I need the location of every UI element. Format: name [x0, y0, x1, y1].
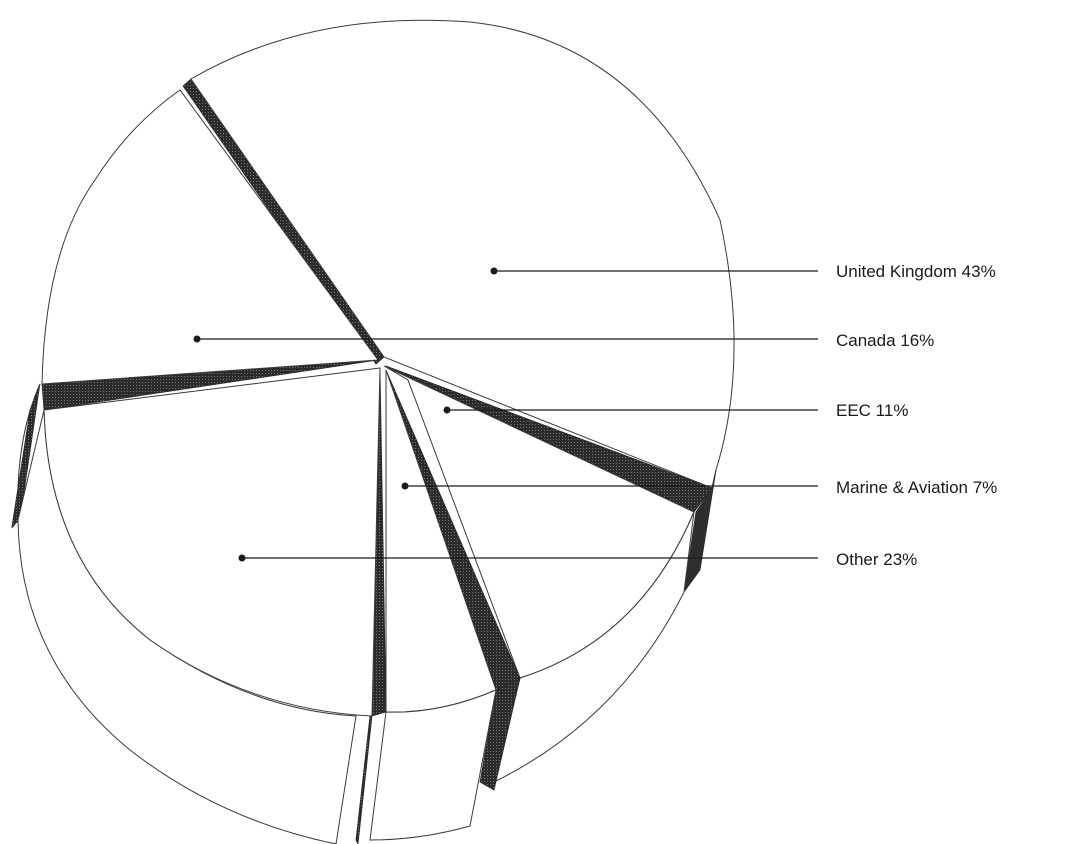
slice-other-wall — [17, 409, 357, 844]
slice-canada-side-strip — [11, 383, 41, 527]
slice-united-kingdom-face — [190, 19, 735, 489]
slice-marine-aviation-side-wall — [479, 677, 521, 791]
leader-dot-eec — [443, 406, 451, 414]
slice-marine-aviation-wall — [369, 689, 497, 841]
leader-dot-canada — [193, 335, 201, 343]
leader-dot-other — [238, 554, 246, 562]
leader-dot-marine-aviation — [401, 482, 409, 490]
slice-united-kingdom-wall — [683, 469, 717, 593]
legend-label-canada: Canada 16% — [836, 331, 934, 350]
legend-label-eec: EEC 11% — [836, 401, 908, 420]
leader-lines — [193, 267, 818, 562]
legend-label-other: Other 23% — [836, 550, 917, 569]
legend-label-marine-aviation: Marine & Aviation 7% — [836, 478, 997, 497]
slice-marine-aviation — [369, 369, 521, 841]
leader-dot-united-kingdom — [490, 267, 498, 275]
slice-other — [17, 367, 387, 844]
legend-label-united-kingdom: United Kingdom 43% — [836, 262, 996, 281]
legend: United Kingdom 43% Canada 16% EEC 11% Ma… — [836, 262, 997, 569]
pie-slices — [11, 19, 735, 844]
slice-canada — [11, 89, 379, 529]
slice-united-kingdom — [182, 19, 735, 593]
slice-eec — [383, 365, 713, 783]
slice-canada-face — [41, 89, 379, 385]
